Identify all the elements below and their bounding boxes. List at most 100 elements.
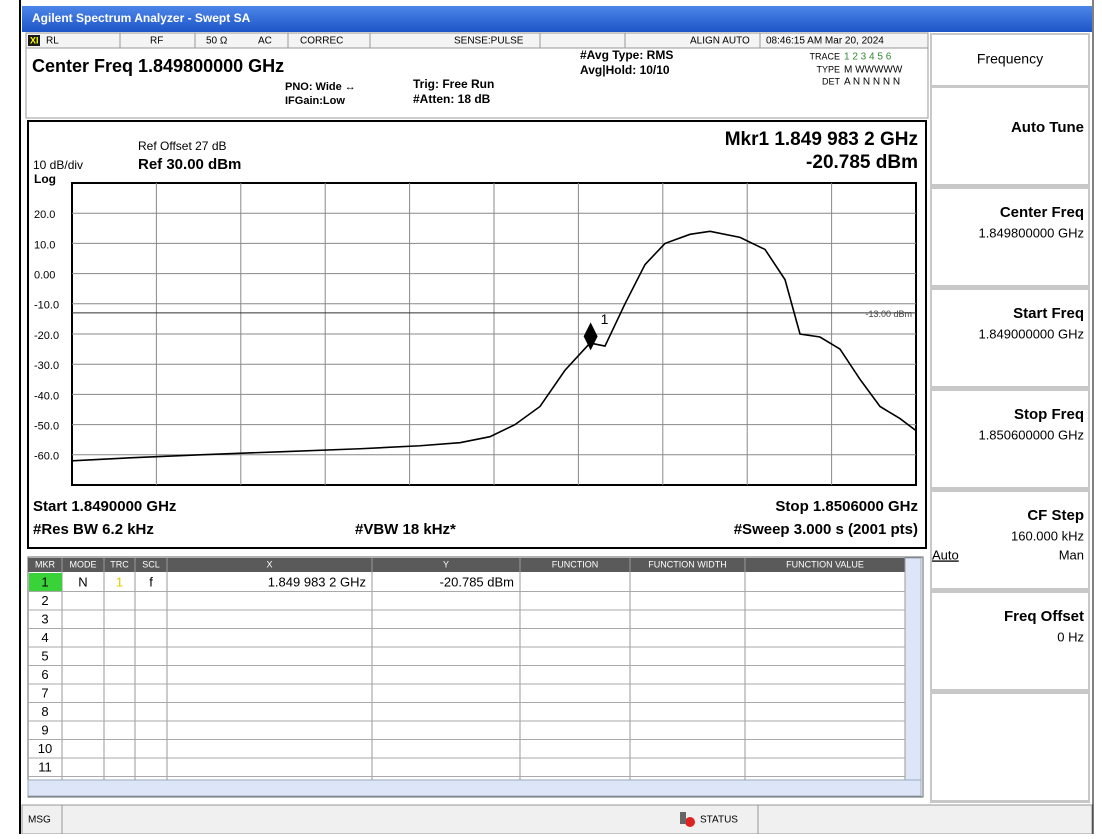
h-scrollbar[interactable] (27, 779, 922, 797)
softkey[interactable] (932, 694, 1088, 800)
softkey-label: Stop Freq (1014, 406, 1084, 423)
softkey[interactable] (932, 492, 1088, 588)
det-label: DET (822, 76, 841, 86)
cell: 1 (41, 575, 48, 590)
type-label: TYPE (816, 64, 840, 74)
marker-readout: Mkr1 1.849 983 2 GHz (725, 129, 918, 150)
header-field: RL (46, 36, 59, 47)
column-header: SCL (142, 559, 160, 569)
trig: Trig: Free Run (413, 77, 494, 91)
softkey-option: Auto (932, 547, 959, 562)
y-tick-label: -30.0 (34, 360, 59, 372)
header-field: CORREC (300, 36, 343, 47)
softkey-label: Freq Offset (1004, 608, 1084, 625)
trace (71, 230, 917, 462)
softkey-value: 1.849000000 GHz (978, 326, 1084, 341)
softkey-label: Auto Tune (1011, 119, 1084, 136)
softkey-label: CF Step (1027, 507, 1084, 524)
scrollbar[interactable] (904, 557, 922, 781)
vbw: #VBW 18 kHz* (355, 521, 456, 538)
rbw: #Res BW 6.2 kHz (33, 521, 154, 538)
header-panel (25, 47, 929, 119)
header-field: ALIGN AUTO (690, 36, 750, 47)
column-header: TRC (110, 559, 129, 569)
active-marker-cell (29, 573, 62, 592)
softkeys: Frequency Auto Tune Center Freq 1.84980000… (932, 35, 1088, 800)
marker-table (27, 556, 924, 798)
marker-label: 1 (601, 311, 609, 327)
header-dividers (119, 33, 761, 48)
header-field: SENSE:PULSE (454, 36, 524, 47)
softkey-label: Start Freq (1013, 305, 1084, 322)
window-title: Agilent Spectrum Analyzer - Swept SA (32, 11, 251, 25)
cell: 1 (116, 575, 123, 590)
start-freq: Start 1.8490000 GHz (33, 498, 176, 515)
softkey-value: 1.850600000 GHz (978, 427, 1084, 442)
y-tick-label: -40.0 (34, 390, 59, 402)
cell: 2 (41, 593, 48, 608)
type-value: M WWWWW (844, 65, 903, 76)
y-tick-label: 10.0 (34, 239, 55, 251)
atten: #Atten: 18 dB (413, 92, 491, 106)
column-header: FUNCTION WIDTH (648, 559, 727, 569)
cell: 9 (41, 723, 48, 738)
softkey-option: Man (1059, 547, 1084, 562)
ifgain: IFGain:Low (285, 95, 345, 107)
trace-label: TRACE (809, 51, 840, 61)
ref-offset: Ref Offset 27 dB (138, 139, 227, 153)
table-header (28, 558, 905, 572)
sweep: #Sweep 3.000 s (2001 pts) (734, 521, 918, 538)
column-header: Y (443, 559, 449, 569)
icon-label: XI (30, 35, 39, 45)
y-tick-label: 0.00 (34, 270, 55, 282)
trace-value: 1 2 3 4 5 6 (844, 52, 892, 63)
softkey-value: 0 Hz (1057, 629, 1084, 644)
center-freq: Center Freq 1.849800000 GHz (32, 56, 284, 76)
status: STATUS (700, 815, 738, 826)
y-tick-label: -20.0 (34, 330, 59, 342)
cell: 5 (41, 649, 48, 664)
softkey-value: 1.849800000 GHz (978, 225, 1084, 240)
menu-title: Frequency (977, 51, 1043, 67)
scale-type: Log (34, 172, 56, 186)
table-body: MKR MODE TRC SCL X Y FUNCTION FUNCTION WIDTH FUN… (28, 558, 906, 780)
status-icon (685, 817, 695, 827)
cell: 10 (38, 741, 52, 756)
cell: -20.785 dBm (440, 575, 514, 590)
softkey-label: Center Freq (1000, 204, 1084, 221)
cell: 8 (41, 704, 48, 719)
header-field: AC (258, 36, 272, 47)
cell: 6 (41, 667, 48, 682)
status-icon (680, 812, 686, 824)
y-tick-label: -10.0 (34, 300, 59, 312)
stop-freq: Stop 1.8506000 GHz (775, 498, 918, 515)
softkey[interactable] (932, 189, 1088, 285)
menu-title-box (932, 35, 1088, 85)
avg-hold: Avg|Hold: 10/10 (580, 63, 670, 77)
softkey[interactable] (932, 593, 1088, 689)
icon (28, 35, 40, 46)
title-bar (22, 6, 1092, 32)
cell: 4 (41, 630, 48, 645)
msg: MSG (28, 815, 51, 826)
plot: 20.0 10.0 0.00 -10.0 -20.0 -30.0 -40.0 -50.0 -60… (34, 182, 917, 486)
softkey-value: 160.000 kHz (1011, 528, 1084, 543)
cell: 1.849 983 2 GHz (268, 575, 366, 590)
marker-value: -20.785 dBm (806, 152, 918, 173)
status-bar (21, 804, 1093, 835)
header-field: 50 Ω (206, 36, 228, 47)
avg-type: #Avg Type: RMS (580, 48, 673, 62)
y-tick-label: 20.0 (34, 209, 55, 221)
softkey[interactable] (932, 88, 1088, 184)
column-header: FUNCTION VALUE (786, 559, 864, 569)
cell: 3 (41, 612, 48, 627)
cell: f (149, 575, 153, 590)
cell: N (78, 575, 87, 590)
softkey[interactable] (932, 391, 1088, 487)
column-header: MODE (70, 559, 97, 569)
column-header: MKR (35, 559, 56, 569)
cell: 11 (38, 760, 52, 775)
column-header: X (266, 559, 272, 569)
softkey[interactable] (932, 290, 1088, 386)
header-field: 08:46:15 AM Mar 20, 2024 (766, 36, 884, 47)
